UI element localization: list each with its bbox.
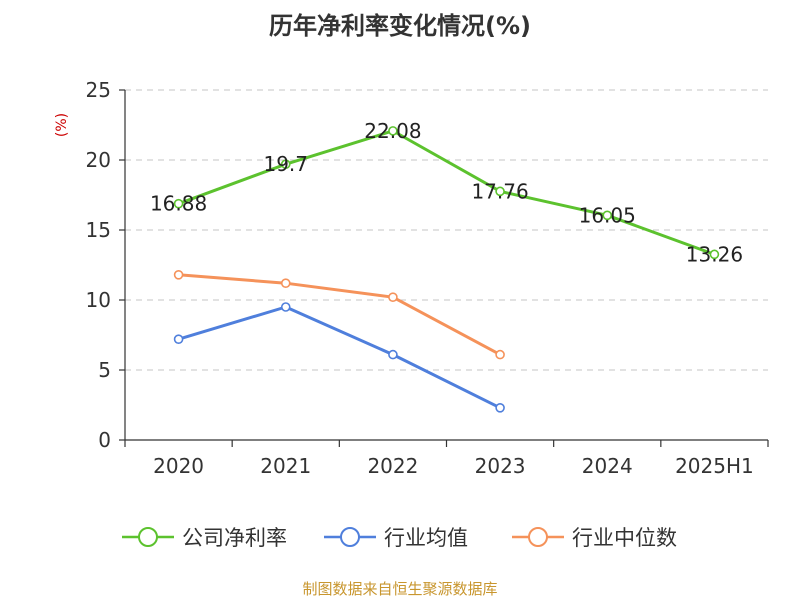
grid-lines xyxy=(125,89,768,371)
data-point[interactable] xyxy=(495,349,505,360)
x-tick-label: 2020 xyxy=(153,454,204,478)
x-tick-label: 2023 xyxy=(475,454,526,478)
data-point[interactable] xyxy=(388,292,398,303)
x-tick-label: 2025H1 xyxy=(675,454,754,478)
y-tick-label: 0 xyxy=(98,428,111,452)
chart-title: 历年净利率变化情况(%) xyxy=(269,12,531,40)
axes: 0 5 10 15 20 25 2020 2021 2022 2023 2024 2025H1 xyxy=(86,78,769,478)
data-label: 16.88 xyxy=(150,192,207,216)
data-point[interactable] xyxy=(495,402,505,413)
series-0 xyxy=(173,126,720,260)
y-tick-label: 5 xyxy=(98,358,111,382)
data-labels: 16.88 19.7 22.08 17.76 16.05 13.26 xyxy=(150,119,743,266)
data-point[interactable] xyxy=(709,249,720,260)
legend-label: 行业中位数 xyxy=(572,526,677,550)
series-line xyxy=(177,305,502,410)
data-point[interactable] xyxy=(495,186,505,197)
x-tick-label: 2022 xyxy=(367,454,418,478)
series-lines xyxy=(173,126,720,413)
legend[interactable]: 公司净利率 行业均值 行业中位数 xyxy=(122,526,677,550)
x-tick-label: 2021 xyxy=(260,454,311,478)
y-tick-label: 10 xyxy=(86,288,111,312)
source-note: 制图数据来自恒生聚源数据库 xyxy=(302,580,497,598)
data-point[interactable] xyxy=(173,269,184,280)
data-point[interactable] xyxy=(602,210,613,221)
legend-marker xyxy=(138,527,158,547)
series-line xyxy=(177,273,502,357)
legend-label: 行业均值 xyxy=(384,526,468,550)
y-tick-label: 25 xyxy=(86,78,111,102)
legend-marker xyxy=(528,527,548,547)
data-label: 17.76 xyxy=(471,179,528,203)
legend-item[interactable]: 公司净利率 xyxy=(122,526,287,550)
data-label: 19.7 xyxy=(263,152,308,176)
series-1 xyxy=(173,302,505,413)
legend-item[interactable]: 行业中位数 xyxy=(512,526,677,550)
series-line xyxy=(177,129,716,256)
data-point[interactable] xyxy=(173,198,184,209)
legend-label: 公司净利率 xyxy=(182,526,287,550)
legend-marker xyxy=(340,527,360,547)
data-point[interactable] xyxy=(388,126,398,136)
legend-item[interactable]: 行业均值 xyxy=(324,526,468,550)
data-point[interactable] xyxy=(280,159,291,169)
y-tick-label: 20 xyxy=(86,148,111,172)
data-point[interactable] xyxy=(280,302,291,312)
y-axis-unit-label: (%) xyxy=(54,113,70,137)
y-tick-label: 15 xyxy=(86,218,111,242)
x-tick-label: 2024 xyxy=(582,454,633,478)
data-point[interactable] xyxy=(388,349,398,360)
data-label: 16.05 xyxy=(579,203,636,227)
data-label: 13.26 xyxy=(686,242,743,266)
data-point[interactable] xyxy=(280,278,291,289)
series-2 xyxy=(173,269,505,360)
data-point[interactable] xyxy=(173,334,184,345)
data-label: 22.08 xyxy=(364,119,421,143)
